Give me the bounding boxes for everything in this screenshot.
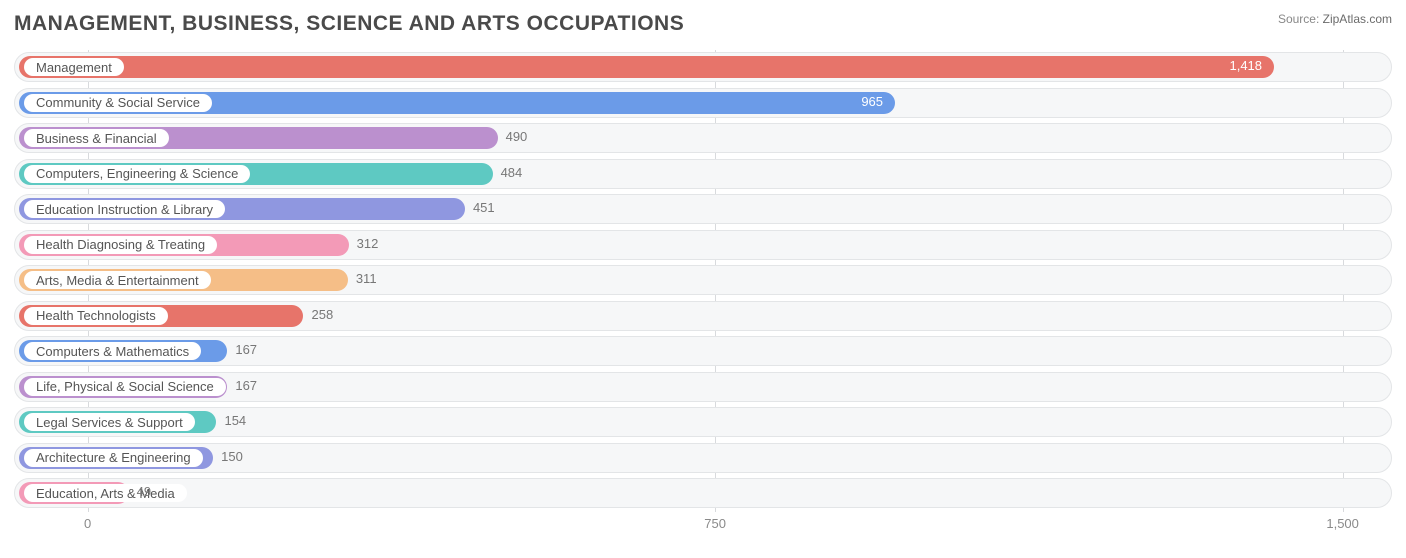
bar-value: 965 (861, 94, 883, 109)
bar-row: Education Instruction & Library 451 (14, 192, 1392, 226)
bar-value: 49 (137, 484, 151, 499)
bar-value: 311 (356, 271, 377, 286)
bar-label-pill: Health Diagnosing & Treating (24, 236, 217, 254)
bar-row: Architecture & Engineering 150 (14, 441, 1392, 475)
chart-plot: Management 1,418 Community & Social Servic… (14, 50, 1392, 512)
bar-label-pill: Computers, Engineering & Science (24, 165, 250, 183)
bar-row: Education, Arts & Media49 (14, 476, 1392, 510)
bar-label-pill: Computers & Mathematics (24, 342, 201, 360)
bar-label-pill: Education, Arts & Media (24, 484, 187, 502)
bar-row: Computers & Mathematics 167 (14, 334, 1392, 368)
bar-label-pill: Health Technologists (24, 307, 168, 325)
bar-row: Legal Services & Support 154 (14, 405, 1392, 439)
chart-title: MANAGEMENT, BUSINESS, SCIENCE AND ARTS O… (14, 12, 684, 36)
bar-label-pill: Architecture & Engineering (24, 449, 203, 467)
bar-value: 167 (235, 342, 257, 357)
bar-row: Business & Financial 490 (14, 121, 1392, 155)
bar-value: 154 (224, 413, 246, 428)
bar-row: Health Diagnosing & Treating 312 (14, 228, 1392, 262)
source-label: Source: (1278, 12, 1319, 26)
bar-value: 167 (235, 378, 257, 393)
bar-label-pill: Arts, Media & Entertainment (24, 271, 211, 289)
bar-row: Life, Physical & Social Science 167 (14, 370, 1392, 404)
bar-row: Management 1,418 (14, 50, 1392, 84)
bar-label-pill: Business & Financial (24, 129, 169, 147)
x-tick: 750 (704, 516, 726, 531)
x-tick: 1,500 (1326, 516, 1359, 531)
bar-value: 150 (221, 449, 243, 464)
bar-value: 484 (501, 165, 523, 180)
bar (19, 56, 1274, 78)
bar-label-pill: Management (24, 58, 124, 76)
bar-value: 312 (357, 236, 379, 251)
bar-row: Health Technologists 258 (14, 299, 1392, 333)
bar-value: 258 (311, 307, 333, 322)
bar-row: Computers, Engineering & Science 484 (14, 157, 1392, 191)
bar-value: 1,418 (1229, 58, 1262, 73)
bar-label-pill: Community & Social Service (24, 94, 212, 112)
bar-value: 451 (473, 200, 495, 215)
bar-track (14, 407, 1392, 437)
chart-area: Management 1,418 Community & Social Servic… (14, 50, 1392, 540)
bar-label-pill: Legal Services & Support (24, 413, 195, 431)
source-attribution: Source: ZipAtlas.com (1278, 12, 1392, 26)
chart-header: MANAGEMENT, BUSINESS, SCIENCE AND ARTS O… (14, 12, 1392, 36)
bar-label-pill: Education Instruction & Library (24, 200, 225, 218)
x-axis: 0 750 1,500 (14, 516, 1392, 536)
bar-row: Community & Social Service 965 (14, 86, 1392, 120)
bar-label-pill: Life, Physical & Social Science (24, 378, 226, 396)
bar-track (14, 478, 1392, 508)
bar-row: Arts, Media & Entertainment 311 (14, 263, 1392, 297)
x-tick: 0 (84, 516, 91, 531)
source-value: ZipAtlas.com (1323, 12, 1392, 26)
bar-value: 490 (506, 129, 528, 144)
